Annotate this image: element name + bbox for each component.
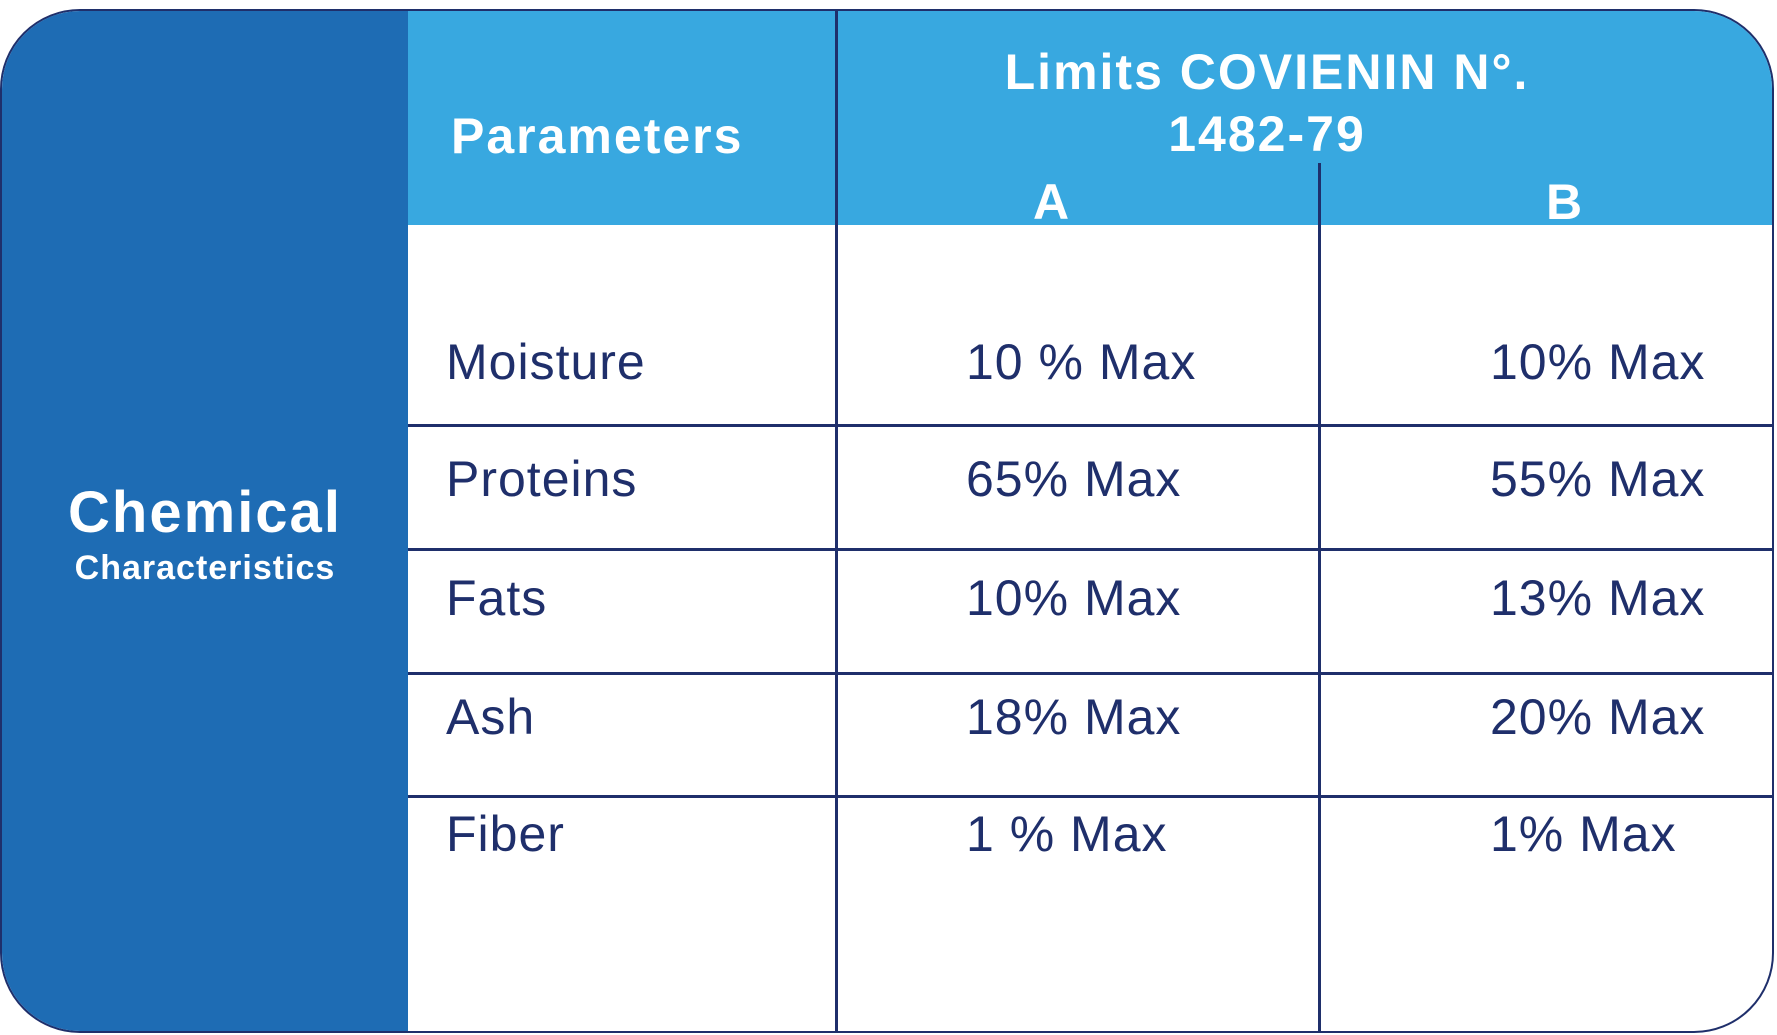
limit-a: 10% Max: [966, 570, 1182, 626]
parameter-name: Ash: [446, 689, 536, 745]
column-divider: [1318, 163, 1321, 1031]
side-subtitle: Characteristics: [74, 549, 336, 587]
limit-b: 10% Max: [1490, 334, 1706, 390]
header-limits: Limits COVIENIN N°. 1482-79: [1004, 44, 1530, 162]
limit-a: 18% Max: [966, 689, 1182, 745]
limit-a: 65% Max: [966, 451, 1182, 507]
header-parameters: Parameters: [451, 108, 744, 164]
row-divider: [408, 672, 1772, 675]
parameter-name: Fiber: [446, 806, 565, 862]
header-col-b: B: [1545, 174, 1585, 230]
header-col-a: A: [1032, 174, 1072, 230]
parameter-name: Proteins: [446, 451, 638, 507]
limit-a: 10 % Max: [966, 334, 1197, 390]
limit-b: 55% Max: [1490, 451, 1706, 507]
side-panel: [2, 11, 408, 1031]
limit-b: 20% Max: [1490, 689, 1706, 745]
parameter-name: Fats: [446, 570, 548, 626]
limit-a: 1 % Max: [966, 806, 1168, 862]
limit-b: 13% Max: [1490, 570, 1706, 626]
row-divider: [408, 424, 1772, 427]
header-band: [408, 11, 1772, 225]
column-divider: [835, 11, 838, 1031]
row-divider: [408, 795, 1772, 798]
row-divider: [408, 548, 1772, 551]
table-card: Chemical Characteristics Parameters Limi…: [0, 9, 1774, 1033]
side-title: Chemical: [68, 480, 342, 545]
limit-b: 1% Max: [1490, 806, 1677, 862]
parameter-name: Moisture: [446, 334, 646, 390]
